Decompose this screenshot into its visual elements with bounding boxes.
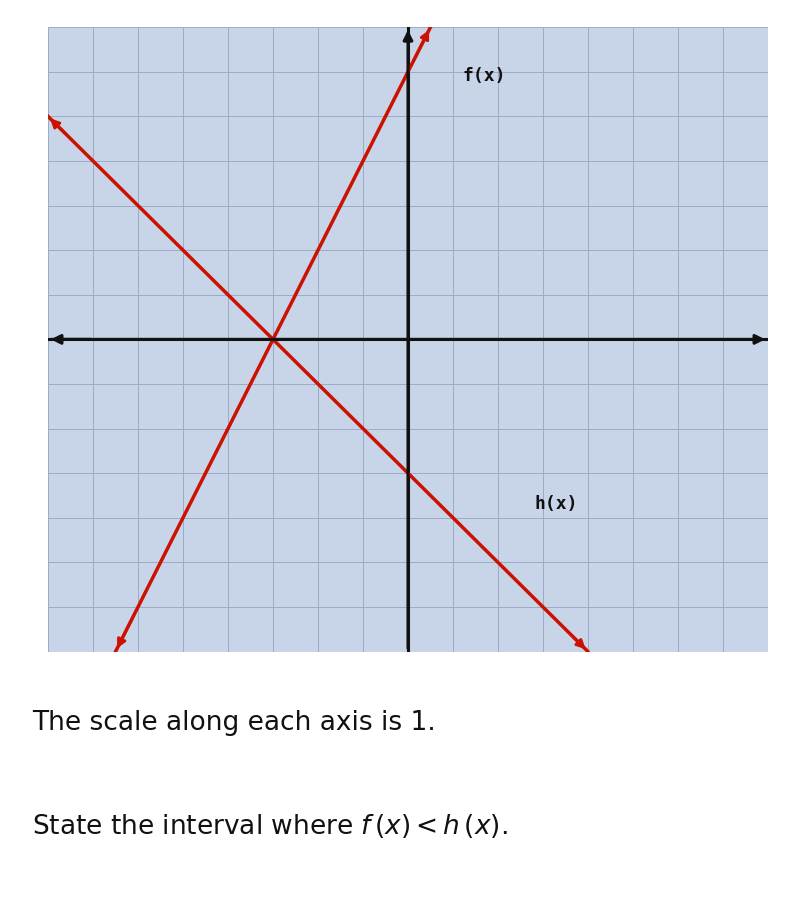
Text: f(x): f(x) [462, 67, 506, 85]
Text: State the interval where $f\,(x) < h\,(x)$.: State the interval where $f\,(x) < h\,(x… [32, 812, 508, 840]
Text: The scale along each axis is 1.: The scale along each axis is 1. [32, 710, 436, 736]
Text: h(x): h(x) [534, 495, 578, 513]
